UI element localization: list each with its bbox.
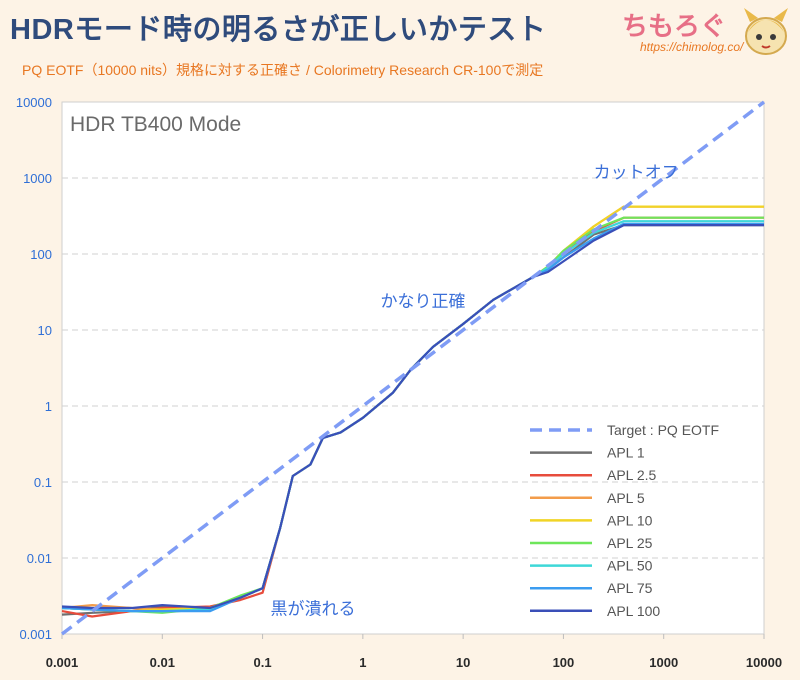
legend-label: APL 50 <box>607 558 653 574</box>
series-line-apl-100 <box>61 224 764 610</box>
y-tick-label: 1 <box>45 399 52 414</box>
legend-label: APL 100 <box>607 603 660 619</box>
legend-label: APL 5 <box>607 490 645 506</box>
brand-logo-text: ちもろぐ <box>622 11 727 41</box>
annotation-label: かなり正確 <box>381 292 466 311</box>
x-tick-label: 10 <box>456 655 470 670</box>
legend-label: APL 2.5 <box>607 467 657 483</box>
x-tick-label: 1000 <box>649 655 678 670</box>
y-tick-label: 0.001 <box>19 627 52 642</box>
y-tick-label: 0.1 <box>34 475 52 490</box>
legend-label: APL 75 <box>607 580 653 596</box>
y-tick-label: 100 <box>30 247 52 262</box>
legend-label: APL 1 <box>607 445 645 461</box>
page-title: HDRモード時の明るさが正しいかテスト <box>10 14 547 46</box>
x-tick-labels: 0.001 0.01 0.1 1 10 100 1000 10000 <box>46 655 782 670</box>
legend: Target : PQ EOTF APL 1 APL 2.5 APL 5 APL 10 A… <box>530 422 719 619</box>
mascot-icon <box>744 8 788 55</box>
annotation-label: カットオフ <box>594 163 679 182</box>
y-tick-label: 10 <box>38 323 52 338</box>
legend-label: Target : PQ EOTF <box>607 422 719 438</box>
series-lines <box>60 100 766 636</box>
x-tick-label: 1 <box>359 655 366 670</box>
y-tick-label: 10000 <box>16 95 52 110</box>
legend-label: APL 10 <box>607 512 653 528</box>
legend-label: APL 25 <box>607 535 653 551</box>
x-tick-label: 100 <box>553 655 575 670</box>
annotation-label: 黒が潰れる <box>271 600 356 619</box>
gridlines <box>61 177 765 639</box>
y-tick-label: 0.01 <box>27 551 52 566</box>
x-tick-label: 0.1 <box>254 655 272 670</box>
x-tick-label: 0.01 <box>150 655 175 670</box>
x-tick-label: 10000 <box>746 655 782 670</box>
series-line-target-pq-eotf <box>60 100 766 636</box>
x-tick-label: 0.001 <box>46 655 79 670</box>
y-tick-label: 1000 <box>23 171 52 186</box>
chart-title: HDR TB400 Mode <box>70 113 241 136</box>
page-subtitle: PQ EOTF（10000 nits）規格に対する正確さ / Colorimet… <box>22 62 544 78</box>
brand-url: https://chimolog.co/ <box>640 40 744 54</box>
y-tick-labels: 0.001 0.01 0.1 1 10 100 1000 10000 <box>16 95 52 642</box>
